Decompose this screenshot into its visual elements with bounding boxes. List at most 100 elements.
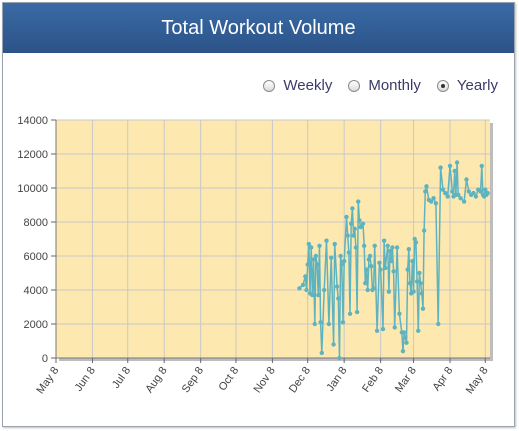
data-point: [419, 291, 424, 296]
data-point: [300, 282, 306, 288]
data-point: [443, 190, 448, 196]
range-selector: Weekly Monthly Yearly: [263, 77, 498, 94]
data-point: [381, 238, 387, 243]
x-tick-label: Nov 8: [252, 365, 278, 395]
data-point: [412, 236, 417, 242]
data-point: [392, 325, 397, 330]
data-point: [418, 281, 423, 286]
data-point: [369, 264, 374, 269]
data-point: [483, 187, 488, 192]
data-point: [367, 253, 373, 259]
data-point: [386, 289, 392, 294]
data-point: [305, 262, 310, 267]
y-tick-label: 14000: [17, 115, 48, 127]
data-point: [316, 292, 321, 298]
data-point: [464, 177, 469, 182]
y-tick-label: 6000: [24, 251, 48, 263]
data-point: [378, 267, 383, 272]
data-point: [479, 163, 484, 169]
series-line: [298, 162, 489, 359]
data-point: [404, 340, 409, 345]
data-point: [326, 321, 332, 327]
data-point: [423, 189, 428, 194]
data-point: [383, 265, 388, 271]
range-option-yearly[interactable]: Yearly: [436, 77, 498, 94]
data-point: [403, 335, 408, 340]
data-point: [421, 228, 427, 233]
data-point: [447, 163, 453, 169]
data-point: [440, 187, 446, 192]
data-point: [424, 184, 429, 189]
data-point: [410, 258, 415, 264]
data-point: [416, 328, 421, 333]
data-point: [387, 248, 393, 254]
x-tick-label: May 8: [464, 365, 491, 396]
data-point: [353, 245, 359, 250]
data-point: [414, 279, 420, 284]
data-point: [329, 255, 334, 260]
data-point: [297, 286, 302, 291]
data-point: [352, 226, 357, 231]
data-point: [428, 199, 434, 204]
data-point: [306, 241, 312, 247]
chart-title: Total Workout Volume: [161, 16, 356, 39]
data-point: [371, 286, 376, 291]
x-tick-label: Jun 8: [73, 365, 98, 394]
data-point: [389, 258, 394, 264]
x-tick-label: Oct 8: [216, 365, 241, 393]
data-point: [411, 289, 416, 294]
data-point: [338, 253, 343, 259]
data-point: [454, 160, 460, 165]
range-option-monthly[interactable]: Monthly: [348, 77, 421, 94]
data-point: [433, 201, 439, 206]
yearly-radio[interactable]: [436, 79, 449, 92]
data-point: [340, 320, 346, 325]
monthly-radio[interactable]: [348, 79, 361, 92]
data-point: [473, 194, 479, 199]
data-point: [313, 253, 319, 259]
data-point: [456, 192, 461, 197]
data-point: [431, 196, 436, 201]
y-tick-label: 4000: [24, 285, 48, 297]
x-tick-label: Mar 8: [393, 365, 419, 395]
data-point: [394, 245, 400, 250]
y-tick-label: 0: [42, 353, 48, 365]
data-point: [324, 238, 329, 243]
data-point: [332, 241, 337, 247]
data-point: [372, 243, 377, 248]
data-point: [317, 243, 322, 248]
data-point: [436, 321, 441, 327]
data-point: [357, 218, 362, 223]
data-point: [314, 262, 320, 267]
data-point: [478, 189, 483, 194]
data-point: [397, 311, 402, 316]
data-point: [385, 243, 390, 248]
data-point: [311, 257, 316, 262]
data-point: [351, 233, 356, 238]
monthly-label[interactable]: Monthly: [368, 77, 421, 94]
x-tick-label: Jul 8: [110, 365, 133, 391]
data-point: [321, 287, 327, 293]
data-point: [438, 165, 443, 170]
data-point: [365, 287, 370, 293]
data-point: [377, 260, 382, 265]
data-point: [337, 355, 342, 361]
data-point: [366, 257, 372, 262]
data-point: [354, 309, 360, 315]
data-point: [450, 189, 455, 194]
data-point: [341, 258, 347, 264]
data-point: [420, 306, 426, 311]
data-point: [400, 349, 406, 354]
yearly-label[interactable]: Yearly: [456, 77, 498, 94]
data-point: [356, 199, 361, 204]
data-point: [445, 194, 450, 199]
data-point: [374, 328, 380, 333]
data-point: [350, 206, 355, 211]
weekly-label[interactable]: Weekly: [283, 77, 333, 94]
weekly-radio[interactable]: [263, 79, 276, 92]
range-option-weekly[interactable]: Weekly: [263, 77, 332, 94]
data-point: [304, 287, 309, 293]
data-point: [406, 247, 412, 252]
x-tick-label: Aug 8: [143, 365, 169, 395]
